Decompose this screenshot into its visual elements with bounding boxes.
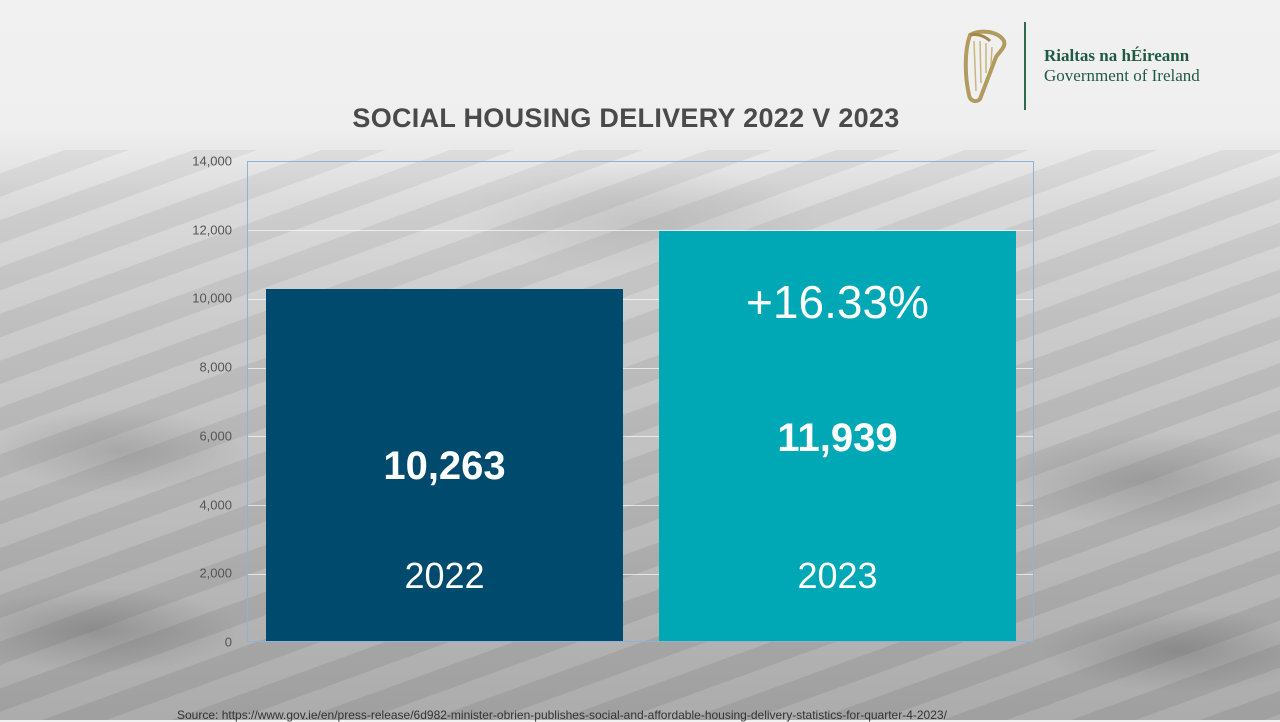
gridline xyxy=(248,299,1033,300)
source-citation: Source: https://www.gov.ie/en/press-rele… xyxy=(177,708,947,722)
bar-value-2023: 11,939 xyxy=(777,416,898,460)
logo-irish-name: Rialtas na hÉireann xyxy=(1044,45,1190,65)
harp-icon xyxy=(963,29,1007,104)
gridline xyxy=(248,574,1033,575)
gridline xyxy=(248,505,1033,506)
gridline xyxy=(248,230,1033,231)
y-tick: 8,000 xyxy=(199,359,232,375)
y-tick: 0 xyxy=(224,634,232,650)
bar-value-2022: 10,263 xyxy=(383,444,506,488)
y-tick: 12,000 xyxy=(192,222,232,238)
gridline xyxy=(248,436,1033,437)
y-tick: 14,000 xyxy=(192,153,232,169)
gridline xyxy=(248,368,1033,369)
chart-title: SOCIAL HOUSING DELIVERY 2022 V 2023 xyxy=(352,103,900,133)
bar-label-2023: 2023 xyxy=(797,555,878,596)
government-logo: Rialtas na hÉireann Government of Irelan… xyxy=(960,22,1200,110)
y-tick: 2,000 xyxy=(199,565,232,581)
y-tick: 4,000 xyxy=(199,497,232,513)
bar-label-2022: 2022 xyxy=(404,555,485,596)
change-annotation: +16.33% xyxy=(746,276,929,328)
logo-english-name: Government of Ireland xyxy=(1044,66,1200,85)
logo-divider xyxy=(1024,22,1026,110)
bar-2022: 10,263 2022 xyxy=(266,289,623,641)
bar-2023: +16.33% 11,939 2023 xyxy=(659,231,1016,641)
plot-area: 10,263 2022 +16.33% 11,939 2023 xyxy=(247,161,1034,642)
y-tick: 10,000 xyxy=(192,290,232,306)
y-tick: 6,000 xyxy=(199,428,232,444)
